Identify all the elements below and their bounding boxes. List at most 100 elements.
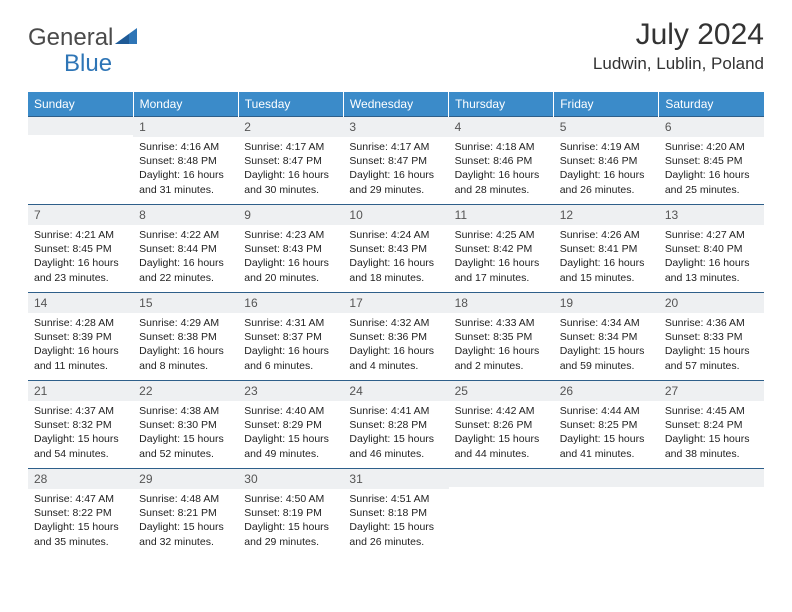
brand-part1: General bbox=[28, 24, 113, 52]
day-detail-line: Daylight: 16 hours bbox=[665, 256, 758, 270]
day-number: 8 bbox=[133, 205, 238, 225]
day-number: 19 bbox=[554, 293, 659, 313]
day-detail-line: Sunset: 8:29 PM bbox=[244, 418, 337, 432]
calendar-day-cell: 8Sunrise: 4:22 AMSunset: 8:44 PMDaylight… bbox=[133, 205, 238, 293]
day-detail-line: Sunset: 8:35 PM bbox=[455, 330, 548, 344]
calendar-day-cell: 24Sunrise: 4:41 AMSunset: 8:28 PMDayligh… bbox=[343, 381, 448, 469]
location: Ludwin, Lublin, Poland bbox=[593, 54, 764, 74]
day-detail-line: and 49 minutes. bbox=[244, 447, 337, 461]
day-detail-line: Daylight: 15 hours bbox=[139, 432, 232, 446]
day-details: Sunrise: 4:19 AMSunset: 8:46 PMDaylight:… bbox=[554, 137, 659, 203]
day-number: 9 bbox=[238, 205, 343, 225]
day-detail-line: Daylight: 16 hours bbox=[349, 168, 442, 182]
weekday-tue: Tuesday bbox=[238, 92, 343, 117]
day-details: Sunrise: 4:26 AMSunset: 8:41 PMDaylight:… bbox=[554, 225, 659, 291]
day-detail-line: Daylight: 16 hours bbox=[455, 168, 548, 182]
weekday-mon: Monday bbox=[133, 92, 238, 117]
day-details: Sunrise: 4:31 AMSunset: 8:37 PMDaylight:… bbox=[238, 313, 343, 379]
title-block: July 2024 Ludwin, Lublin, Poland bbox=[593, 18, 764, 74]
day-detail-line: Sunrise: 4:23 AM bbox=[244, 228, 337, 242]
day-detail-line: and 22 minutes. bbox=[139, 271, 232, 285]
day-detail-line: Daylight: 15 hours bbox=[665, 432, 758, 446]
day-number: 13 bbox=[659, 205, 764, 225]
day-details: Sunrise: 4:28 AMSunset: 8:39 PMDaylight:… bbox=[28, 313, 133, 379]
day-detail-line: Sunset: 8:42 PM bbox=[455, 242, 548, 256]
calendar-day-cell: 23Sunrise: 4:40 AMSunset: 8:29 PMDayligh… bbox=[238, 381, 343, 469]
day-number bbox=[28, 117, 133, 135]
day-detail-line: Sunrise: 4:48 AM bbox=[139, 492, 232, 506]
day-details: Sunrise: 4:42 AMSunset: 8:26 PMDaylight:… bbox=[449, 401, 554, 467]
day-detail-line: Sunrise: 4:47 AM bbox=[34, 492, 127, 506]
calendar-day-cell: 2Sunrise: 4:17 AMSunset: 8:47 PMDaylight… bbox=[238, 117, 343, 205]
weekday-wed: Wednesday bbox=[343, 92, 448, 117]
day-detail-line: and 2 minutes. bbox=[455, 359, 548, 373]
calendar-day-cell: 7Sunrise: 4:21 AMSunset: 8:45 PMDaylight… bbox=[28, 205, 133, 293]
day-details: Sunrise: 4:38 AMSunset: 8:30 PMDaylight:… bbox=[133, 401, 238, 467]
calendar-week-row: 1Sunrise: 4:16 AMSunset: 8:48 PMDaylight… bbox=[28, 117, 764, 205]
calendar-day-cell: 1Sunrise: 4:16 AMSunset: 8:48 PMDaylight… bbox=[133, 117, 238, 205]
day-details: Sunrise: 4:47 AMSunset: 8:22 PMDaylight:… bbox=[28, 489, 133, 555]
day-number: 18 bbox=[449, 293, 554, 313]
day-detail-line: Sunset: 8:46 PM bbox=[560, 154, 653, 168]
day-detail-line: and 59 minutes. bbox=[560, 359, 653, 373]
day-detail-line: Sunset: 8:37 PM bbox=[244, 330, 337, 344]
day-detail-line: Sunrise: 4:36 AM bbox=[665, 316, 758, 330]
day-detail-line: Sunrise: 4:44 AM bbox=[560, 404, 653, 418]
day-detail-line: Sunrise: 4:42 AM bbox=[455, 404, 548, 418]
calendar-day-cell: 15Sunrise: 4:29 AMSunset: 8:38 PMDayligh… bbox=[133, 293, 238, 381]
day-detail-line: Sunset: 8:41 PM bbox=[560, 242, 653, 256]
day-detail-line: and 25 minutes. bbox=[665, 183, 758, 197]
day-detail-line: Sunset: 8:44 PM bbox=[139, 242, 232, 256]
day-number: 15 bbox=[133, 293, 238, 313]
calendar-day-cell: 30Sunrise: 4:50 AMSunset: 8:19 PMDayligh… bbox=[238, 469, 343, 557]
day-detail-line: and 52 minutes. bbox=[139, 447, 232, 461]
day-detail-line: and 11 minutes. bbox=[34, 359, 127, 373]
day-number: 2 bbox=[238, 117, 343, 137]
day-detail-line: Sunset: 8:24 PM bbox=[665, 418, 758, 432]
day-details: Sunrise: 4:41 AMSunset: 8:28 PMDaylight:… bbox=[343, 401, 448, 467]
day-details: Sunrise: 4:32 AMSunset: 8:36 PMDaylight:… bbox=[343, 313, 448, 379]
day-detail-line: Daylight: 15 hours bbox=[244, 432, 337, 446]
day-detail-line: Sunset: 8:47 PM bbox=[349, 154, 442, 168]
calendar-day-cell: 22Sunrise: 4:38 AMSunset: 8:30 PMDayligh… bbox=[133, 381, 238, 469]
day-detail-line: Sunset: 8:28 PM bbox=[349, 418, 442, 432]
day-details: Sunrise: 4:27 AMSunset: 8:40 PMDaylight:… bbox=[659, 225, 764, 291]
day-details: Sunrise: 4:16 AMSunset: 8:48 PMDaylight:… bbox=[133, 137, 238, 203]
day-details: Sunrise: 4:25 AMSunset: 8:42 PMDaylight:… bbox=[449, 225, 554, 291]
day-detail-line: Daylight: 15 hours bbox=[455, 432, 548, 446]
day-detail-line: Sunrise: 4:21 AM bbox=[34, 228, 127, 242]
calendar-table: Sunday Monday Tuesday Wednesday Thursday… bbox=[28, 92, 764, 557]
day-detail-line: Sunrise: 4:40 AM bbox=[244, 404, 337, 418]
calendar-day-cell: 14Sunrise: 4:28 AMSunset: 8:39 PMDayligh… bbox=[28, 293, 133, 381]
calendar-day-cell bbox=[554, 469, 659, 557]
day-detail-line: Sunset: 8:46 PM bbox=[455, 154, 548, 168]
day-number: 28 bbox=[28, 469, 133, 489]
day-detail-line: and 29 minutes. bbox=[244, 535, 337, 549]
day-detail-line: and 13 minutes. bbox=[665, 271, 758, 285]
day-detail-line: and 15 minutes. bbox=[560, 271, 653, 285]
day-detail-line: and 29 minutes. bbox=[349, 183, 442, 197]
weekday-header-row: Sunday Monday Tuesday Wednesday Thursday… bbox=[28, 92, 764, 117]
day-detail-line: Sunrise: 4:32 AM bbox=[349, 316, 442, 330]
day-detail-line: Daylight: 15 hours bbox=[244, 520, 337, 534]
day-detail-line: Sunrise: 4:37 AM bbox=[34, 404, 127, 418]
day-details bbox=[554, 487, 659, 496]
day-detail-line: Sunset: 8:22 PM bbox=[34, 506, 127, 520]
day-detail-line: and 54 minutes. bbox=[34, 447, 127, 461]
day-detail-line: Sunset: 8:43 PM bbox=[349, 242, 442, 256]
calendar-day-cell: 31Sunrise: 4:51 AMSunset: 8:18 PMDayligh… bbox=[343, 469, 448, 557]
day-detail-line: Daylight: 16 hours bbox=[244, 344, 337, 358]
day-detail-line: and 26 minutes. bbox=[349, 535, 442, 549]
day-detail-line: Daylight: 15 hours bbox=[139, 520, 232, 534]
day-detail-line: Sunrise: 4:45 AM bbox=[665, 404, 758, 418]
day-detail-line: Daylight: 16 hours bbox=[665, 168, 758, 182]
day-detail-line: Daylight: 15 hours bbox=[560, 432, 653, 446]
calendar-day-cell: 29Sunrise: 4:48 AMSunset: 8:21 PMDayligh… bbox=[133, 469, 238, 557]
day-detail-line: Sunset: 8:48 PM bbox=[139, 154, 232, 168]
day-details: Sunrise: 4:45 AMSunset: 8:24 PMDaylight:… bbox=[659, 401, 764, 467]
day-number: 21 bbox=[28, 381, 133, 401]
calendar-day-cell: 28Sunrise: 4:47 AMSunset: 8:22 PMDayligh… bbox=[28, 469, 133, 557]
day-details: Sunrise: 4:36 AMSunset: 8:33 PMDaylight:… bbox=[659, 313, 764, 379]
day-number bbox=[554, 469, 659, 487]
day-details: Sunrise: 4:17 AMSunset: 8:47 PMDaylight:… bbox=[238, 137, 343, 203]
